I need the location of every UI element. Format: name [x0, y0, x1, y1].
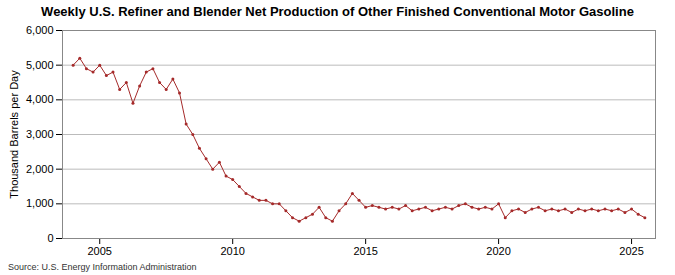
svg-text:2005: 2005: [87, 245, 111, 257]
svg-text:1,000: 1,000: [26, 197, 54, 209]
svg-text:2015: 2015: [353, 245, 377, 257]
svg-text:6,000: 6,000: [26, 24, 54, 36]
svg-text:4,000: 4,000: [26, 93, 54, 105]
svg-text:2,000: 2,000: [26, 163, 54, 175]
html-text:Weekly U.S. Refiner and Blende: Weekly U.S. Refiner and Blender Net Prod…: [41, 4, 634, 19]
svg-text:3,000: 3,000: [26, 128, 54, 140]
svg-text:5,000: 5,000: [26, 59, 54, 71]
html-text:Source: U.S. Energy Informatio: Source: U.S. Energy Information Administ…: [8, 262, 197, 272]
svg-text:2020: 2020: [486, 245, 510, 257]
svg-text:0: 0: [47, 232, 53, 244]
svg-text:2010: 2010: [220, 245, 244, 257]
svg-text:Thousand Barrels per Day: Thousand Barrels per Day: [8, 70, 20, 199]
svg-text:2025: 2025: [619, 245, 643, 257]
